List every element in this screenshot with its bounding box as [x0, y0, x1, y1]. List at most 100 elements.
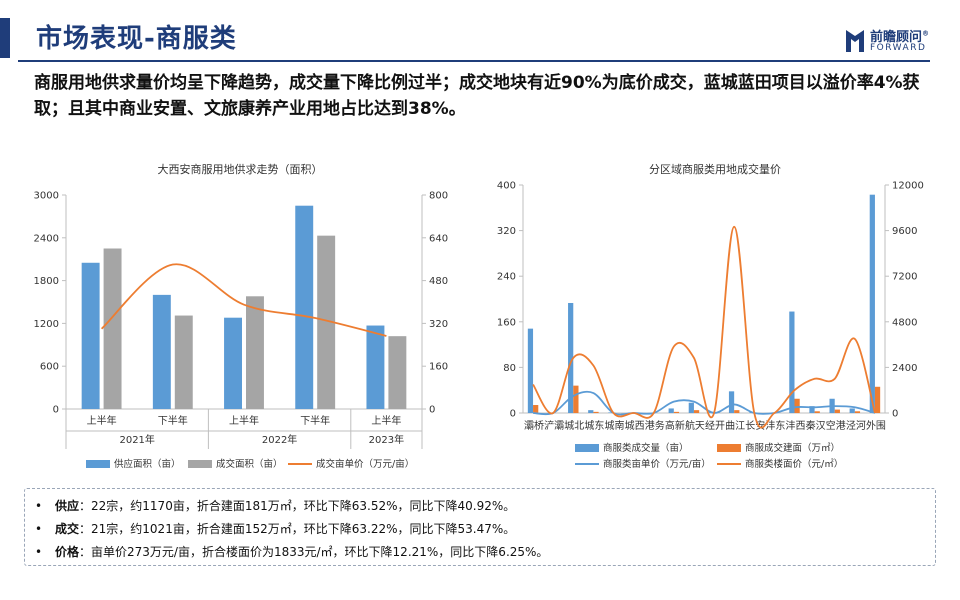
y-tick-label: 600	[40, 362, 59, 373]
note-price: • 价格：亩单价273万元/亩，折合楼面价为1833元/㎡，环比下降12.21%，…	[35, 545, 549, 559]
bar	[688, 402, 694, 413]
y2-tick-label: 12000	[892, 181, 924, 192]
x-tick-label: 上半年	[87, 414, 117, 427]
legend-label: 商服成交建面（万㎡）	[745, 442, 840, 454]
x-tick-label: 秦汉	[806, 419, 826, 432]
bar	[728, 391, 735, 413]
x-tick-label: 长安	[745, 419, 765, 432]
x-tick-label: 航天	[685, 419, 705, 432]
bar	[81, 262, 100, 409]
x-tick-label: 城西	[625, 420, 645, 432]
bar	[593, 411, 599, 413]
x-tick-label: 上半年	[371, 414, 401, 427]
headline-summary: 商服用地供求量价均呈下降趋势，成交量下降比例过半；成交地块有近90%为底价成交，…	[34, 73, 920, 119]
bar	[224, 317, 242, 409]
bar	[527, 328, 534, 413]
x-tick-label: 空港	[826, 419, 846, 432]
series-line	[532, 225, 876, 429]
legend-swatch	[575, 444, 599, 452]
logo-icon	[846, 30, 864, 52]
y-tick-label: 400	[497, 181, 516, 192]
y2-tick-label: 800	[429, 191, 448, 202]
logo-text-cn: 前瞻顾问®	[870, 29, 930, 45]
chart-title: 分区域商服类用地成交量价	[649, 162, 781, 176]
bar	[789, 311, 795, 413]
legend-label: 供应面积（亩）	[114, 458, 181, 470]
y-tick-label: 160	[497, 317, 516, 328]
x-tick-label: 灞桥	[524, 420, 544, 432]
y2-tick-label: 320	[429, 319, 448, 330]
bar	[734, 410, 740, 413]
x-tick-label: 沣西	[786, 420, 806, 432]
legend-swatch	[717, 444, 741, 452]
series-line	[532, 390, 876, 416]
y-tick-label: 3000	[34, 191, 59, 202]
bar	[673, 411, 680, 413]
bar	[834, 409, 840, 413]
x-tick-label: 下半年	[300, 414, 330, 427]
bar	[588, 410, 594, 413]
x-tick-label: 泾河	[846, 419, 866, 432]
supply-demand-chart: 大西安商服用地供求走势（面积） 0 600 1200 1800 2400 3000 0 160 3…	[34, 162, 449, 470]
y2-tick-label: 2400	[892, 363, 917, 374]
bar	[152, 294, 171, 409]
bar	[693, 410, 700, 413]
x-tick-label: 城东	[584, 419, 604, 432]
x-tick-label: 下半年	[158, 414, 188, 427]
bar	[608, 412, 614, 413]
x-tick-label: 沣东	[765, 419, 785, 432]
summary-notes: • 供应：22宗，约1170亩，折合建面181万㎡，环比下降63.52%，同比下降…	[24, 488, 936, 566]
y2-tick-label: 480	[429, 276, 448, 287]
bar	[295, 205, 314, 409]
y2-tick-label: 640	[429, 233, 448, 244]
note-transaction: • 成交：21宗，约1021亩，折合建面152万㎡，环比下降63.22%，同比下降…	[35, 522, 516, 536]
x-tick-label: 浐灞	[544, 419, 564, 432]
y-tick-label: 80	[503, 363, 516, 374]
y2-tick-label: 0	[892, 409, 898, 420]
bar	[573, 385, 579, 413]
y-tick-label: 320	[497, 226, 516, 237]
bar	[869, 194, 875, 413]
note-supply: • 供应：22宗，约1170亩，折合建面181万㎡，环比下降63.52%，同比下降…	[35, 499, 516, 513]
y2-tick-label: 160	[429, 362, 448, 373]
bar	[809, 406, 815, 413]
y-tick-label: 2400	[34, 233, 59, 244]
legend-label: 商服类亩单价（万元/亩）	[603, 458, 711, 470]
legend-label: 成交面积（亩）	[216, 458, 283, 470]
y-tick-label: 1200	[34, 319, 59, 330]
y2-tick-label: 9600	[892, 226, 917, 237]
title-accent-bar	[0, 18, 10, 58]
y-tick-label: 240	[497, 272, 516, 283]
legend-swatch	[188, 460, 212, 468]
bar	[533, 405, 539, 413]
legend-label: 商服类成交量（亩）	[603, 442, 689, 454]
legend-label: 商服类楼面价（元/㎡）	[745, 458, 843, 470]
bar	[874, 386, 881, 413]
x-tick-label: 港务	[645, 419, 665, 432]
x-group-label: 2023年	[369, 433, 404, 446]
x-tick-label: 高新	[665, 419, 685, 432]
bar	[103, 248, 122, 409]
chart-title: 大西安商服用地供求走势（面积）	[158, 162, 323, 176]
x-group-label: 2021年	[119, 433, 154, 446]
brand-logo: 前瞻顾问® FORWARD	[844, 26, 940, 58]
bar	[366, 325, 385, 409]
x-tick-label: 曲江	[725, 420, 745, 432]
y2-tick-label: 4800	[892, 317, 917, 328]
x-tick-label: 城北	[564, 420, 584, 432]
legend-swatch	[86, 460, 110, 468]
x-tick-label: 外围	[866, 420, 886, 432]
legend-label: 成交亩单价（万元/亩）	[316, 458, 414, 470]
x-tick-label: 上半年	[229, 414, 259, 427]
series-line	[100, 263, 387, 337]
y-tick-label: 0	[53, 405, 59, 416]
y-tick-label: 1800	[34, 276, 59, 287]
page-title: 市场表现-商服类	[36, 24, 237, 54]
bar	[814, 411, 820, 413]
bar	[568, 302, 574, 413]
x-tick-label: 城南	[605, 419, 625, 432]
bar	[794, 398, 800, 413]
bar	[246, 296, 264, 409]
x-group-label: 2022年	[262, 433, 297, 446]
bar	[849, 408, 855, 413]
